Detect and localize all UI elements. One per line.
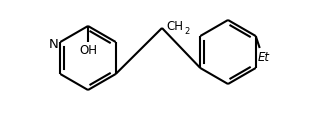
Text: 2: 2 [184,26,189,35]
Text: N: N [48,38,58,50]
Text: OH: OH [79,45,97,57]
Text: Et: Et [258,52,270,64]
Text: CH: CH [166,20,183,34]
